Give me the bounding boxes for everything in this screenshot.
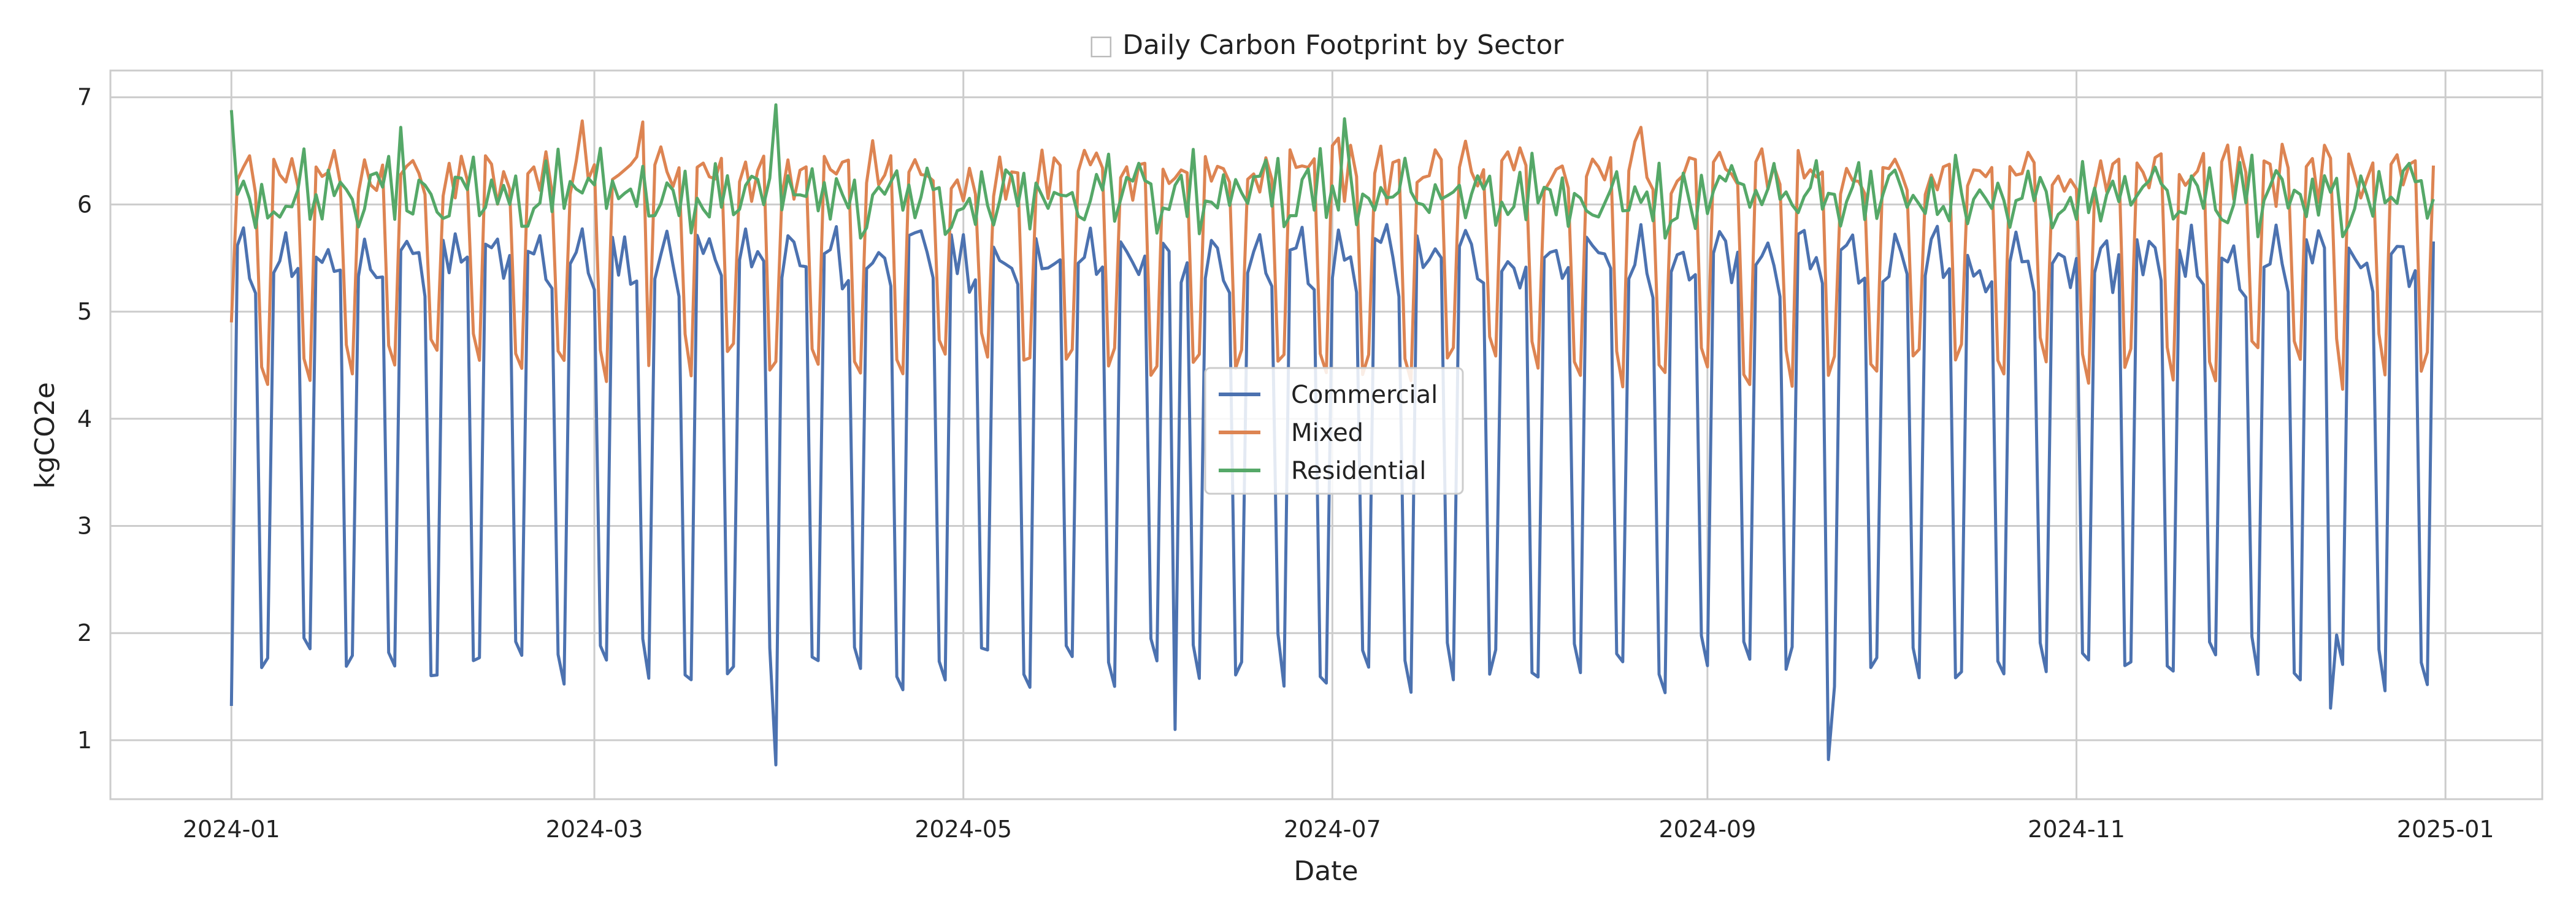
x-tick-label: 2024-09 — [1658, 816, 1756, 843]
x-tick-label: 2024-01 — [183, 816, 280, 843]
x-tick-label: 2024-11 — [2028, 816, 2125, 843]
series-lines — [229, 103, 2435, 767]
y-tick-label: 5 — [77, 298, 92, 325]
x-tick-label: 2024-03 — [546, 816, 643, 843]
legend: Commercial Mixed Residential — [1204, 367, 1464, 495]
y-tick-label: 6 — [77, 191, 92, 218]
series-line-mixed — [229, 119, 2435, 391]
x-tick-label: 2025-01 — [2397, 816, 2494, 843]
series-line-commercial — [229, 223, 2435, 767]
x-tick-label: 2024-07 — [1284, 816, 1381, 843]
y-tick-label: 1 — [77, 727, 92, 754]
chart-title: □ Daily Carbon Footprint by Sector — [1088, 29, 1564, 61]
y-tick-label: 3 — [77, 513, 92, 540]
series-line-residential — [229, 103, 2435, 240]
legend-box — [1204, 367, 1464, 495]
legend-entry: Residential — [1291, 457, 1426, 485]
x-axis-label: Date — [1294, 856, 1358, 887]
y-axis-label: kgCO2e — [29, 382, 61, 489]
y-axis-ticks: 1 2 3 4 5 6 7 — [77, 84, 92, 754]
y-tick-label: 7 — [77, 84, 92, 111]
y-tick-label: 4 — [77, 405, 92, 432]
legend-entry: Mixed — [1291, 419, 1363, 447]
x-tick-label: 2024-05 — [914, 816, 1012, 843]
x-axis-ticks: 2024-01 2024-03 2024-05 2024-07 2024-09 2024-… — [183, 816, 2494, 843]
legend-entry: Commercial — [1291, 381, 1438, 409]
y-tick-label: 2 — [77, 619, 92, 646]
